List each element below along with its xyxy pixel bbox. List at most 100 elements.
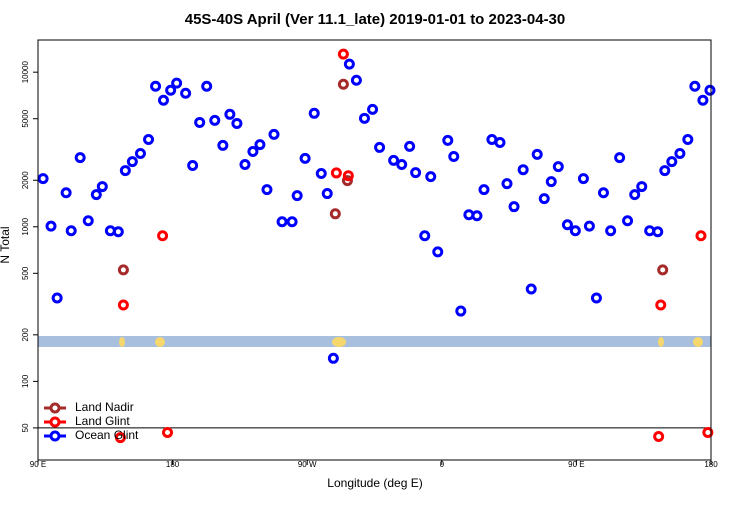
data-point [432,246,444,258]
data-point [358,112,370,124]
data-point [134,147,146,159]
data-point [561,219,573,231]
data-point [327,352,339,364]
data-point [341,175,353,187]
legend-marker [49,430,61,442]
chart-title: 45S-40S April (Ver 11.1_late) 2019-01-01… [185,11,566,28]
land-mask-spot [332,337,346,347]
data-point [224,108,236,120]
data-point [442,134,454,146]
data-point [143,133,155,145]
legend-label: Land Glint [75,414,130,428]
land-mask-spot [119,337,125,347]
data-point [697,94,709,106]
x-tick-label: 0 [440,460,445,469]
data-point [157,230,169,242]
data-point [330,167,342,179]
data-point [425,171,437,183]
data-point [659,165,671,177]
data-point [96,181,108,193]
data-point [119,165,131,177]
data-point [674,147,686,159]
data-point [525,283,537,295]
x-tick-label: 90 E [568,460,584,469]
data-point [695,230,707,242]
data-point [286,216,298,228]
data-point [478,184,490,196]
land-mask-spot [155,337,165,347]
data-point [448,150,460,162]
legend-marker [49,402,61,414]
data-point [471,210,483,222]
data-point [247,145,259,157]
data-point [45,220,57,232]
data-point [343,58,355,70]
data-point [65,225,77,237]
data-point [597,187,609,199]
data-point [209,114,221,126]
data-point [315,168,327,180]
data-point [291,190,303,202]
data-point [239,158,251,170]
data-point [337,78,349,90]
data-point [117,264,129,276]
data-point [494,136,506,148]
land-mask-spot [658,337,664,347]
data-point [367,103,379,115]
y-axis-label: N Total [0,226,12,263]
data-point [82,215,94,227]
y-tick-label: 10000 [21,61,30,84]
land-mask-band [38,336,711,347]
data-point [308,107,320,119]
data-point [501,178,513,190]
data-point [321,188,333,200]
data-point [157,94,169,106]
data-point [689,80,701,92]
data-point [614,152,626,164]
data-point [652,226,664,238]
data-point [655,299,667,311]
data-point [636,181,648,193]
data-point [231,117,243,129]
data-point [455,305,467,317]
data-point [112,226,124,238]
data-point [538,193,550,205]
data-point [374,141,386,153]
data-point [622,215,634,227]
y-tick-label: 200 [21,328,30,342]
data-point [60,187,72,199]
data-point [329,208,341,220]
data-point [350,74,362,86]
y-tick-label: 5000 [21,109,30,127]
y-tick-label: 100 [21,374,30,388]
data-point [268,128,280,140]
data-point [165,84,177,96]
data-point [552,161,564,173]
data-point [590,292,602,304]
data-point [276,216,288,228]
data-point [531,148,543,160]
data-point [342,170,354,182]
y-tick-label: 500 [21,266,30,280]
x-tick-label: 180 [166,460,180,469]
data-point [171,77,183,89]
y-tick-label: 50 [21,423,30,432]
data-point [653,430,665,442]
data-point [545,176,557,188]
data-point [577,173,589,185]
data-point [261,184,273,196]
data-point [404,140,416,152]
data-point [114,432,126,444]
data-point [388,154,400,166]
data-point [702,426,714,438]
data-point [126,156,138,168]
x-tick-label: 90 E [30,460,46,469]
land-mask-spot [693,337,703,347]
y-tick-label: 2000 [21,171,30,189]
x-tick-label: 180 [704,460,718,469]
data-point [201,80,213,92]
data-point [217,139,229,151]
data-point [51,292,63,304]
data-point [629,189,641,201]
